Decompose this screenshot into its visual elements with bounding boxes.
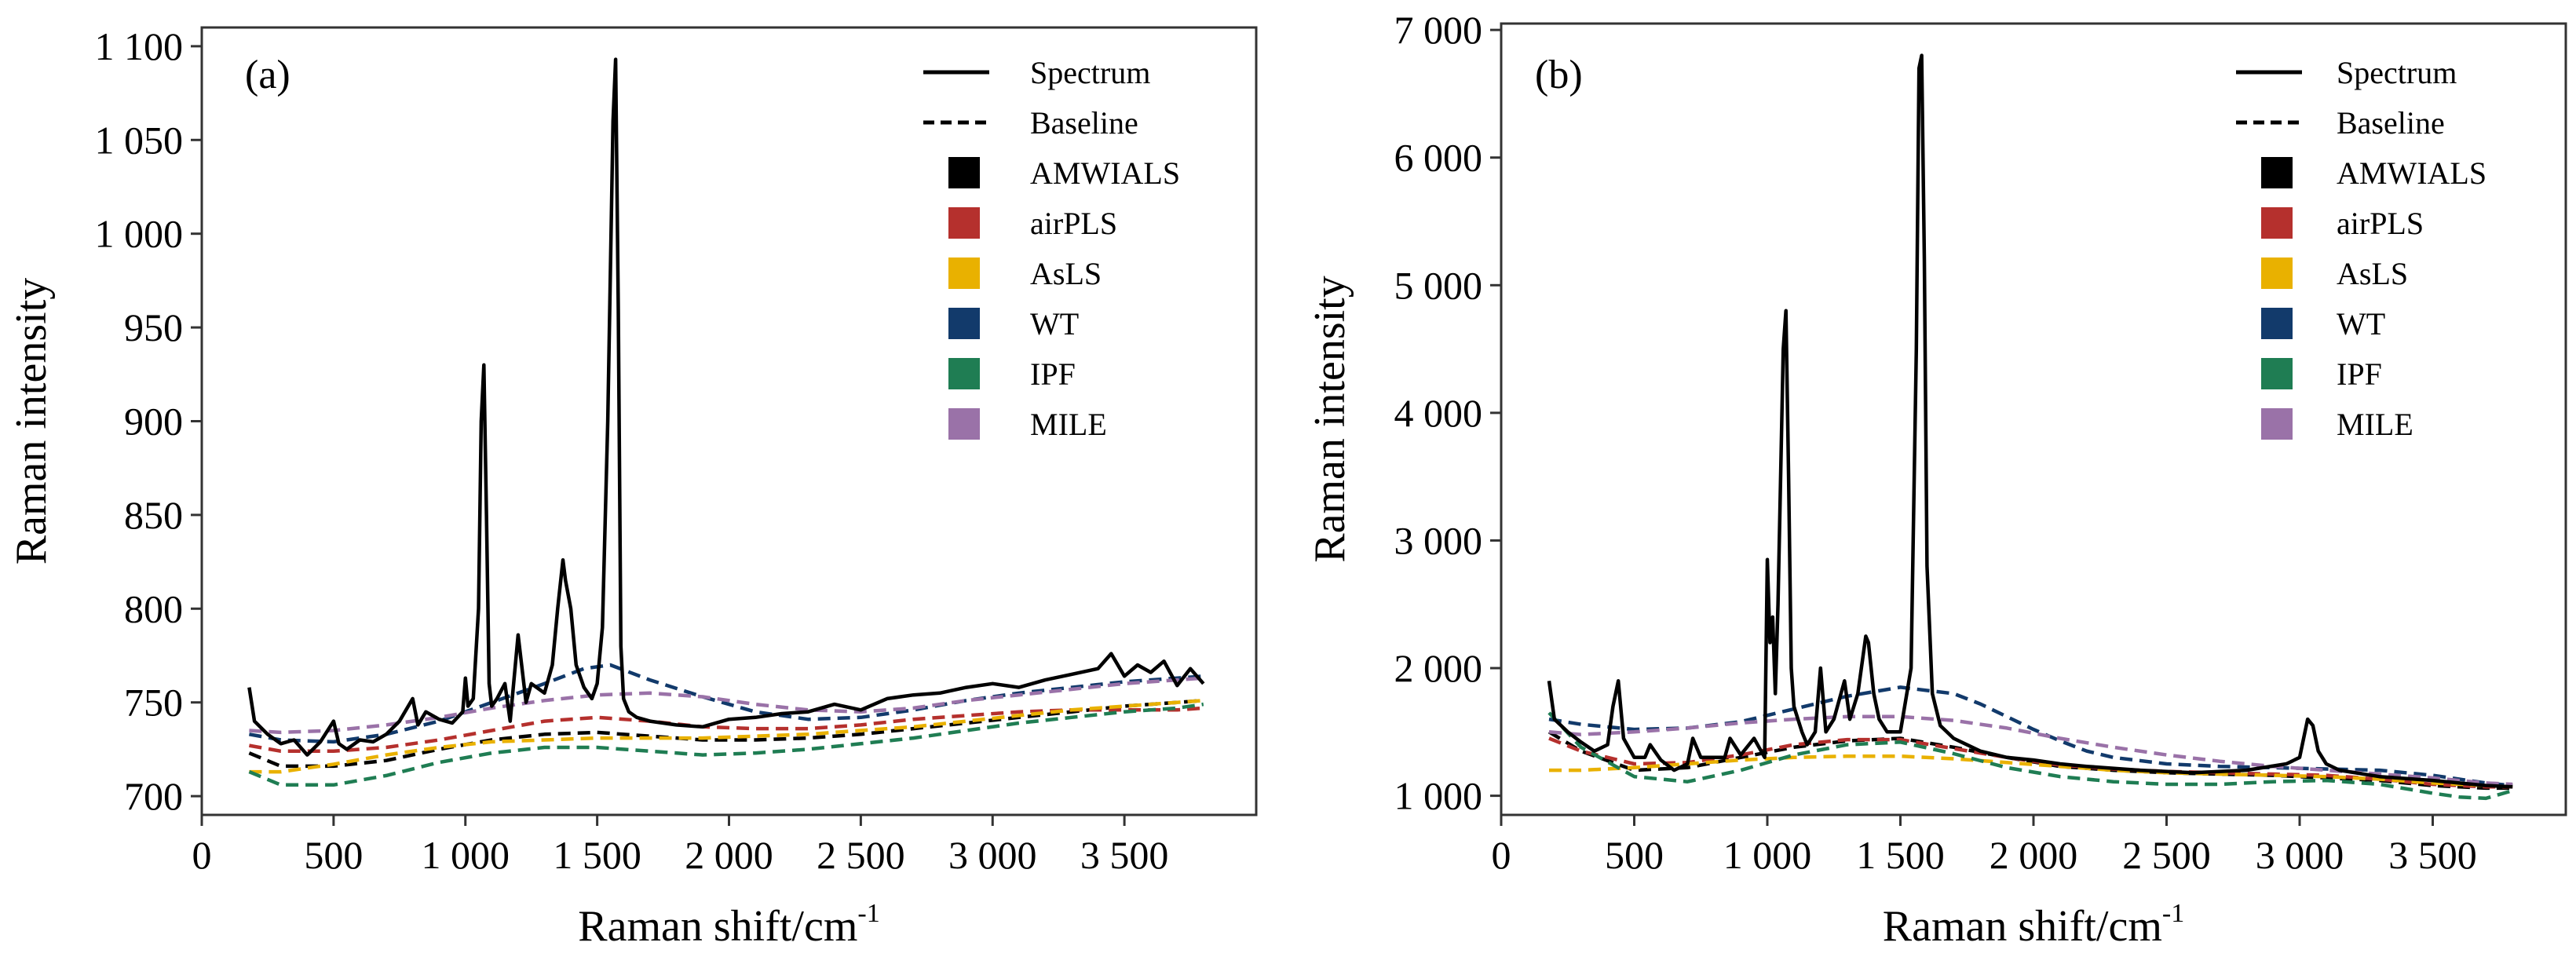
y-tick-label: 900 (124, 400, 183, 444)
x-tick-label: 2 500 (2122, 833, 2211, 877)
y-tick-label: 5 000 (1394, 263, 1483, 307)
y-axis-title: Raman intensity (7, 278, 56, 565)
x-tick-label: 1 000 (422, 833, 510, 877)
x-tick-label: 3 500 (1080, 833, 1169, 877)
panel-label: (a) (245, 53, 290, 97)
y-tick-label: 1 050 (95, 118, 184, 162)
y-tick-label: 750 (124, 681, 183, 725)
x-tick-label: 0 (1492, 833, 1511, 877)
x-tick-label: 2 000 (685, 833, 773, 877)
y-axis-title: Raman intensity (1306, 276, 1354, 563)
spectrum-line (247, 57, 1205, 757)
x-tick-label: 1 500 (553, 833, 641, 877)
x-tick-label: 500 (304, 833, 363, 877)
y-tick-label: 1 100 (95, 24, 184, 68)
legend: Spectrum Baseline AMWIALS airPLS AsLS WT IPF MI… (923, 55, 1180, 442)
y-tick-label: 3 000 (1394, 518, 1483, 562)
baseline-line-airpls (249, 706, 1204, 754)
legend-swatch-amwials (948, 157, 980, 188)
legend-swatch-amwials (2261, 157, 2293, 188)
legend: Spectrum Baseline AMWIALS airPLS AsLS WT IPF MI… (2236, 55, 2486, 442)
plot-data (247, 57, 1205, 787)
x-tick-label: 3 500 (2388, 833, 2477, 877)
plot-data (1547, 53, 2513, 801)
y-tick-label: 800 (124, 586, 183, 630)
y-tick-label: 950 (124, 305, 183, 349)
legend-swatch-mile (2261, 408, 2293, 440)
legend-label-asls: AsLS (1030, 256, 1102, 291)
y-tick-label: 1 000 (95, 212, 184, 256)
y-tick-label: 6 000 (1394, 136, 1483, 180)
x-axis-title-superscript: -1 (2162, 899, 2184, 928)
baseline-line-ipf (248, 702, 1204, 787)
legend-swatch-ipf (948, 358, 980, 389)
legend-label-amwials: AMWIALS (2337, 155, 2486, 191)
legend-label-spectrum: Spectrum (2337, 55, 2457, 90)
baseline-line-wt (249, 663, 1204, 744)
x-tick-label: 3 000 (948, 833, 1037, 877)
legend-label-airpls: airPLS (1030, 206, 1117, 241)
x-axis-title-main: Raman shift/cm (1883, 902, 2162, 951)
legend-label-wt: WT (1030, 306, 1079, 342)
x-tick-label: 500 (1605, 833, 1664, 877)
legend-swatch-ipf (2261, 358, 2293, 389)
baseline-line-amwials (248, 699, 1204, 769)
x-axis-title-superscript: -1 (857, 899, 879, 928)
legend-swatch-wt (2261, 308, 2293, 339)
legend-swatch-asls (2261, 258, 2293, 289)
y-tick-label: 4 000 (1394, 391, 1483, 435)
x-tick-label: 0 (192, 833, 212, 877)
legend-label-amwials: AMWIALS (1030, 155, 1180, 191)
y-tick-label: 2 000 (1394, 646, 1483, 690)
legend-label-spectrum: Spectrum (1030, 55, 1150, 90)
baseline-line-asls (249, 699, 1204, 774)
baseline-line-ipf (1547, 711, 2513, 801)
spectrum-line (1547, 53, 2513, 789)
x-tick-label: 1 000 (1723, 833, 1812, 877)
legend-label-mile: MILE (2337, 407, 2413, 442)
x-tick-label: 2 500 (817, 833, 905, 877)
chart-panel-b: 0 500 1 000 1 500 2 000 2 500 3 000 3 500 1 000 2… (1306, 8, 2567, 951)
legend-swatch-wt (948, 308, 980, 339)
x-axis-title: Raman shift/cm-1 (578, 899, 879, 951)
x-tick-label: 1 500 (1856, 833, 1945, 877)
chart-panel-a: 0 500 1 000 1 500 2 000 2 500 3 000 3 500 700 750… (7, 24, 1258, 951)
legend-swatch-airpls (948, 207, 980, 239)
panel-label: (b) (1535, 53, 1583, 97)
legend-label-wt: WT (2337, 306, 2385, 342)
legend-swatch-mile (948, 408, 980, 440)
y-tick-label: 7 000 (1394, 8, 1483, 52)
legend-label-airpls: airPLS (2337, 206, 2424, 241)
legend-label-baseline: Baseline (1030, 105, 1138, 141)
legend-swatch-airpls (2261, 207, 2293, 239)
baseline-line-asls (1549, 754, 2513, 787)
y-tick-label: 1 000 (1394, 774, 1483, 818)
x-axis-title: Raman shift/cm-1 (1883, 899, 2184, 951)
legend-label-asls: AsLS (2337, 256, 2408, 291)
x-tick-label: 2 000 (1990, 833, 2078, 877)
x-axis-title-main: Raman shift/cm (578, 902, 857, 951)
legend-label-ipf: IPF (1030, 356, 1076, 392)
x-tick-label: 3 000 (2256, 833, 2344, 877)
legend-swatch-asls (948, 258, 980, 289)
y-tick-label: 700 (124, 774, 183, 818)
legend-label-mile: MILE (1030, 407, 1107, 442)
legend-label-baseline: Baseline (2337, 105, 2445, 141)
y-tick-label: 850 (124, 493, 183, 537)
legend-label-ipf: IPF (2337, 356, 2382, 392)
